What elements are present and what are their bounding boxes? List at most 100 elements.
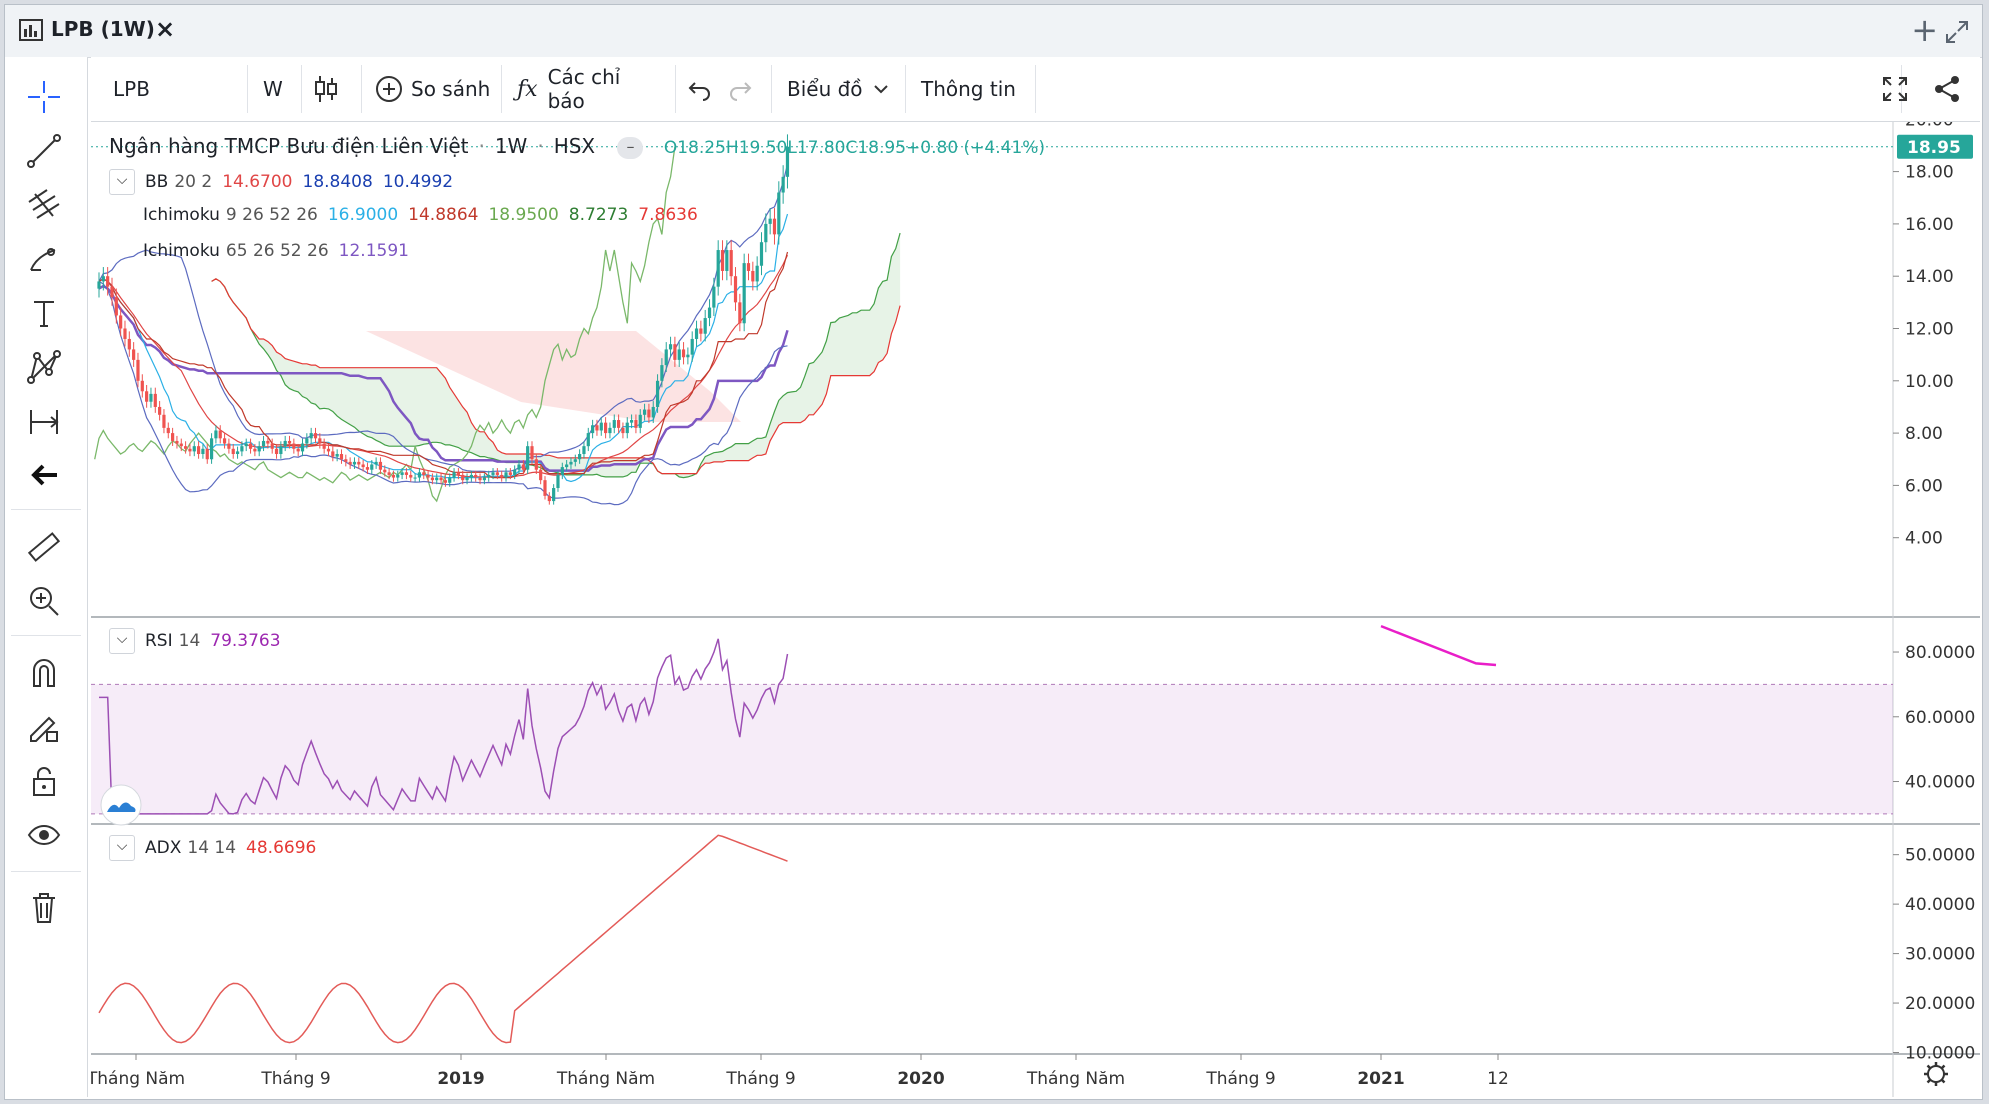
- price-tick-label: 8.00: [1905, 424, 1943, 444]
- time-tick-label: Tháng 9: [260, 1069, 330, 1089]
- settings-toggle-icon[interactable]: –: [617, 136, 644, 159]
- add-chart-icon[interactable]: +: [1911, 11, 1938, 49]
- candle-body: [439, 477, 443, 481]
- chevron-down-icon: [873, 85, 888, 94]
- candle-body: [119, 315, 123, 329]
- chart-window: LPB (1W) × + LPB W So sánh ƒx Các chỉ báo: [4, 4, 1983, 1100]
- fullscreen-button[interactable]: [1881, 57, 1917, 121]
- fib-tool-icon[interactable]: [22, 185, 66, 225]
- candle-body: [699, 328, 703, 334]
- logo-circle: [100, 784, 142, 826]
- candle-body: [785, 146, 790, 177]
- candles-icon: [315, 76, 337, 102]
- measure-range-icon[interactable]: [22, 401, 66, 441]
- window-title: LPB (1W): [51, 17, 155, 41]
- candle-body: [647, 409, 651, 418]
- expand-window-icon[interactable]: [1944, 19, 1970, 45]
- candle-body: [145, 391, 149, 402]
- chart-menu-button[interactable]: Biểu đồ: [787, 57, 897, 121]
- add-circle-icon: [376, 76, 402, 102]
- compare-button[interactable]: So sánh: [375, 57, 495, 121]
- chart-style-button[interactable]: [313, 57, 353, 121]
- candle-body: [681, 349, 686, 358]
- trash-icon[interactable]: [22, 887, 66, 927]
- collapse-chevron-icon[interactable]: ⌵: [109, 169, 135, 195]
- candle-body: [655, 380, 660, 407]
- fullscreen-icon: [1883, 77, 1907, 101]
- eye-icon[interactable]: [22, 815, 66, 855]
- candle-body: [742, 263, 746, 324]
- back-arrow-icon[interactable]: [22, 455, 66, 495]
- draw-lock-icon[interactable]: [22, 707, 66, 747]
- company-name: Ngân hàng TMCP Bưu điện Liên Việt: [109, 134, 469, 158]
- toolbar-divider: [11, 635, 81, 636]
- trend-line-icon[interactable]: [22, 131, 66, 171]
- ruler-icon[interactable]: [22, 527, 66, 567]
- candle-body: [158, 406, 162, 415]
- last-price-badge-bg: [1897, 134, 1973, 159]
- bb-value-upper: 18.8408: [302, 172, 373, 192]
- candle-body: [114, 297, 118, 316]
- candle-body: [426, 474, 430, 478]
- interval-button[interactable]: W: [263, 57, 303, 121]
- lock-icon[interactable]: [22, 761, 66, 801]
- candle-body: [209, 438, 214, 460]
- candle-body: [690, 338, 694, 355]
- time-tick-label: 2019: [437, 1069, 484, 1089]
- ichimoku-tenkan: [98, 213, 789, 483]
- candle-body: [296, 448, 300, 452]
- candle-body: [738, 302, 742, 324]
- text-tool-icon[interactable]: [22, 293, 66, 333]
- collapse-chevron-icon[interactable]: ⌵: [109, 628, 135, 654]
- chart-area[interactable]: 20.00 18.00 16.00 14.00 12.00 10.00 8.00 6.00 4.…: [86, 110, 1980, 1097]
- ichimoku-cloud: [211, 233, 901, 478]
- adx-tick-label: 40.0000: [1905, 895, 1975, 915]
- bb-value-lower: 10.4992: [382, 172, 454, 192]
- crosshair-icon[interactable]: [22, 77, 66, 117]
- candle-body: [595, 425, 599, 431]
- candle-body: [422, 472, 426, 475]
- bb-params: 20 2: [174, 172, 213, 192]
- candle-body: [552, 488, 556, 502]
- candle-body: [712, 286, 716, 308]
- share-button[interactable]: [1933, 57, 1969, 121]
- header-sep: ·: [478, 134, 485, 158]
- zoom-in-icon[interactable]: [22, 581, 66, 621]
- candle-body: [339, 454, 344, 460]
- chart-canvas[interactable]: 20.00 18.00 16.00 14.00 12.00 10.00 8.00 6.00 4.…: [86, 110, 1980, 1097]
- undo-button[interactable]: [687, 57, 717, 121]
- candle-body: [547, 495, 551, 502]
- candle-body: [465, 477, 469, 481]
- candle-body: [205, 448, 209, 460]
- candle-body: [755, 265, 759, 282]
- candle-body: [482, 477, 486, 481]
- time-tick-label: Tháng Năm: [91, 1069, 185, 1089]
- candle-body: [716, 250, 720, 287]
- ichi-kijun: 14.8864: [408, 205, 479, 225]
- price-tick-label: 20.00: [1905, 122, 1954, 130]
- close-icon[interactable]: ×: [155, 15, 176, 43]
- adx-legend: ⌵ ADX 14 14 48.6696: [109, 835, 326, 861]
- candle-body: [261, 440, 266, 447]
- candle-body: [417, 472, 422, 478]
- collapse-chevron-icon[interactable]: ⌵: [109, 835, 135, 861]
- indicators-button[interactable]: ƒx Các chỉ báo: [517, 57, 657, 121]
- candle-body: [508, 472, 512, 475]
- logo-cloud-icon: [107, 802, 136, 812]
- candle-body: [387, 472, 391, 475]
- ichimoku2-legend: Ichimoku 65 26 52 26 12.1591: [143, 241, 419, 261]
- candle-body: [140, 380, 144, 392]
- pattern-tool-icon[interactable]: [22, 347, 66, 387]
- info-button[interactable]: Thông tin: [921, 57, 1031, 121]
- brush-icon[interactable]: [22, 239, 66, 279]
- candle-body: [162, 414, 166, 428]
- redo-button[interactable]: [727, 57, 757, 121]
- gear-tooth: [1926, 1064, 1932, 1070]
- symbol-search[interactable]: LPB: [113, 57, 233, 121]
- candle-body: [500, 474, 504, 478]
- candle-body: [378, 461, 383, 470]
- candle-body: [396, 474, 400, 478]
- magnet-icon[interactable]: [22, 653, 66, 693]
- toolbar-divider: [361, 65, 362, 113]
- ichimoku-span-b: [211, 278, 901, 475]
